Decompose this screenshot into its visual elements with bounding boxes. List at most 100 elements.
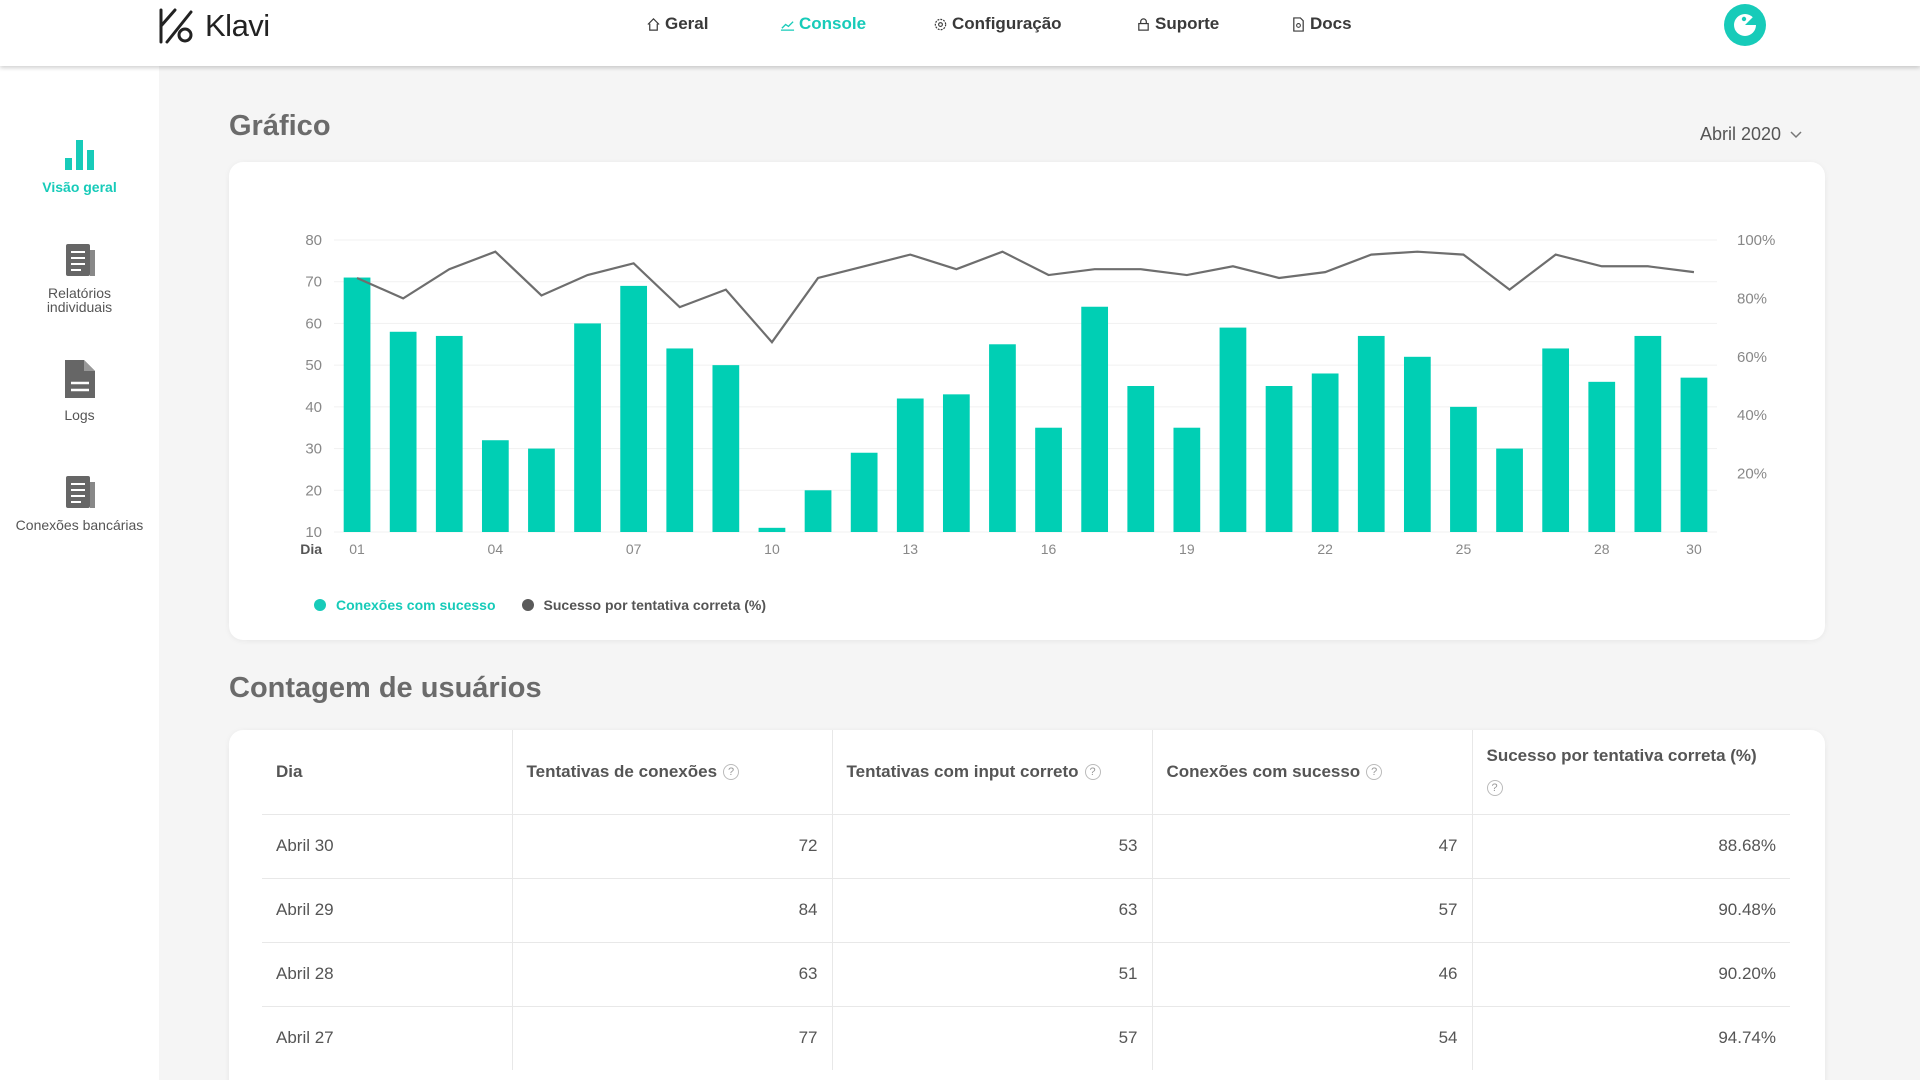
y-tick-label: 70 — [305, 274, 322, 291]
table-section-title: Contagem de usuários — [229, 672, 542, 704]
column-header-tentativas[interactable]: Tentativas de conexões? — [512, 730, 833, 814]
chart-bar — [1680, 377, 1708, 532]
sidebar-item-logs[interactable]: Logs — [0, 358, 159, 422]
chart-series-line — [356, 250, 1695, 344]
chart-bar — [1450, 406, 1477, 532]
chart-bar — [1127, 386, 1155, 532]
chart-bar — [1634, 335, 1662, 532]
header-label: Sucesso por tentativa correta (%) — [1486, 745, 1757, 765]
users-table-card: Dia Tentativas de conexões? Tentativas c… — [229, 730, 1825, 1080]
chart-bar — [1173, 427, 1201, 532]
x-tick-label: 16 — [1041, 541, 1057, 557]
sidebar-item-relatorios[interactable]: Relatórios individuais — [0, 242, 159, 314]
chart-bar — [942, 394, 970, 532]
chart-bar — [1219, 327, 1247, 532]
chart-bar — [989, 344, 1016, 532]
nav-item-suporte[interactable]: Suporte — [1136, 14, 1219, 34]
y-tick-label: 40 — [305, 399, 322, 416]
chart-bar — [666, 348, 694, 532]
cell-sucesso: 90.48% — [1472, 877, 1790, 942]
x-tick-label: 13 — [902, 541, 918, 557]
nav-item-console[interactable]: Console — [780, 14, 866, 34]
file-icon — [64, 360, 95, 398]
sidebar-item-label: Conexões bancárias — [15, 517, 144, 533]
cell-sucesso: 90.20% — [1472, 941, 1790, 1006]
chart-bar — [1311, 373, 1339, 532]
avatar-icon — [1734, 14, 1758, 36]
table-row[interactable]: Abril 29 84 63 57 90.48% — [262, 877, 1790, 942]
header-label: Conexões com sucesso — [1166, 761, 1361, 781]
cell-tentativas: 72 — [512, 813, 833, 878]
sidebar-item-visao-geral[interactable]: Visão geral — [0, 136, 159, 194]
y2-tick-label: 60% — [1737, 349, 1767, 366]
user-avatar[interactable] — [1724, 4, 1766, 46]
klavi-logo[interactable]: Klavi — [157, 6, 270, 46]
x-tick-label: 07 — [626, 541, 642, 557]
legend-dot — [521, 599, 534, 611]
table-row[interactable]: Abril 30 72 53 47 88.68% — [262, 813, 1790, 878]
nav-item-configuracao[interactable]: Configuração — [933, 14, 1062, 34]
nav-label: Console — [799, 14, 867, 33]
header-label: Dia — [276, 761, 303, 781]
chart-bar — [1588, 381, 1616, 532]
cell-dia: Abril 28 — [262, 941, 513, 1006]
app-name: Klavi — [205, 8, 270, 43]
help-icon[interactable]: ? — [1084, 764, 1101, 781]
sidebar: Visão geral Relatórios individuais Logs … — [0, 66, 159, 1080]
header-label: Tentativas de conexões — [526, 761, 718, 781]
x-axis-label: Dia — [300, 541, 322, 557]
x-tick-label: 28 — [1594, 541, 1610, 557]
column-header-input-correto[interactable]: Tentativas com input correto? — [832, 730, 1153, 814]
column-header-sucesso[interactable]: Sucesso por tentativa correta (%)? — [1472, 730, 1790, 814]
y-tick-label: 20 — [305, 482, 322, 499]
x-tick-label: 04 — [488, 541, 504, 557]
chart-card: 10 20 30 40 50 60 70 80 20% 40% 60% 80% 100% 01 04 07 10… — [229, 162, 1825, 640]
sidebar-item-label: Visão geral — [42, 179, 117, 195]
cell-input-correto: 53 — [832, 813, 1153, 878]
legend-label: Conexões com sucesso — [336, 597, 496, 613]
chart-bar — [1357, 335, 1385, 532]
y-tick-label: 50 — [305, 357, 322, 374]
chart-bar — [343, 277, 371, 532]
cell-conexoes: 47 — [1152, 813, 1473, 878]
nav-item-docs[interactable]: Docs — [1291, 14, 1352, 34]
combo-chart: 10 20 30 40 50 60 70 80 20% 40% 60% 80% 100% 01 04 07 10… — [300, 232, 1775, 557]
table-row[interactable]: Abril 28 63 51 46 90.20% — [262, 941, 1790, 1006]
cell-input-correto: 57 — [832, 1005, 1153, 1070]
chart-bar — [620, 285, 648, 532]
chart-bar — [389, 331, 417, 532]
column-header-conexoes[interactable]: Conexões com sucesso? — [1152, 730, 1473, 814]
help-icon[interactable]: ? — [723, 764, 740, 781]
y-tick-label: 10 — [305, 524, 322, 541]
sidebar-item-label: Logs — [64, 407, 95, 423]
x-tick-label: 01 — [349, 541, 365, 557]
legend-item-sucesso[interactable]: Sucesso por tentativa correta (%) — [521, 597, 767, 613]
nav-item-geral[interactable]: Geral — [646, 14, 708, 34]
legend-dot — [314, 599, 326, 611]
cell-conexoes: 46 — [1152, 941, 1473, 1006]
legend-label: Sucesso por tentativa correta (%) — [543, 597, 767, 613]
nav-label: Configuração — [952, 14, 1062, 33]
sidebar-item-conexoes-bancarias[interactable]: Conexões bancárias — [0, 474, 159, 532]
x-tick-label: 30 — [1686, 541, 1702, 557]
cell-dia: Abril 30 — [262, 813, 513, 878]
cell-tentativas: 77 — [512, 1005, 833, 1070]
sidebar-item-label: Relatórios individuais — [46, 285, 113, 315]
cell-dia: Abril 27 — [262, 1005, 513, 1070]
month-selector[interactable]: Abril 2020 — [1700, 124, 1803, 145]
column-header-dia[interactable]: Dia — [262, 730, 513, 814]
y2-tick-label: 100% — [1737, 232, 1775, 249]
y2-tick-label: 40% — [1737, 407, 1767, 424]
help-icon[interactable]: ? — [1486, 780, 1503, 797]
table-row[interactable]: Abril 27 77 57 54 94.74% — [262, 1005, 1790, 1070]
legend-item-conexoes[interactable]: Conexões com sucesso — [314, 597, 496, 613]
chart-bar — [712, 365, 740, 532]
y-tick-label: 80 — [305, 232, 322, 249]
help-icon[interactable]: ? — [1366, 764, 1383, 781]
chart-section-title: Gráfico — [229, 110, 331, 142]
chart-bar — [1496, 448, 1523, 532]
chart-bar — [1403, 356, 1431, 532]
y2-tick-label: 20% — [1737, 466, 1767, 483]
chart-line-icon — [780, 20, 795, 31]
chart-bar — [1081, 306, 1109, 532]
